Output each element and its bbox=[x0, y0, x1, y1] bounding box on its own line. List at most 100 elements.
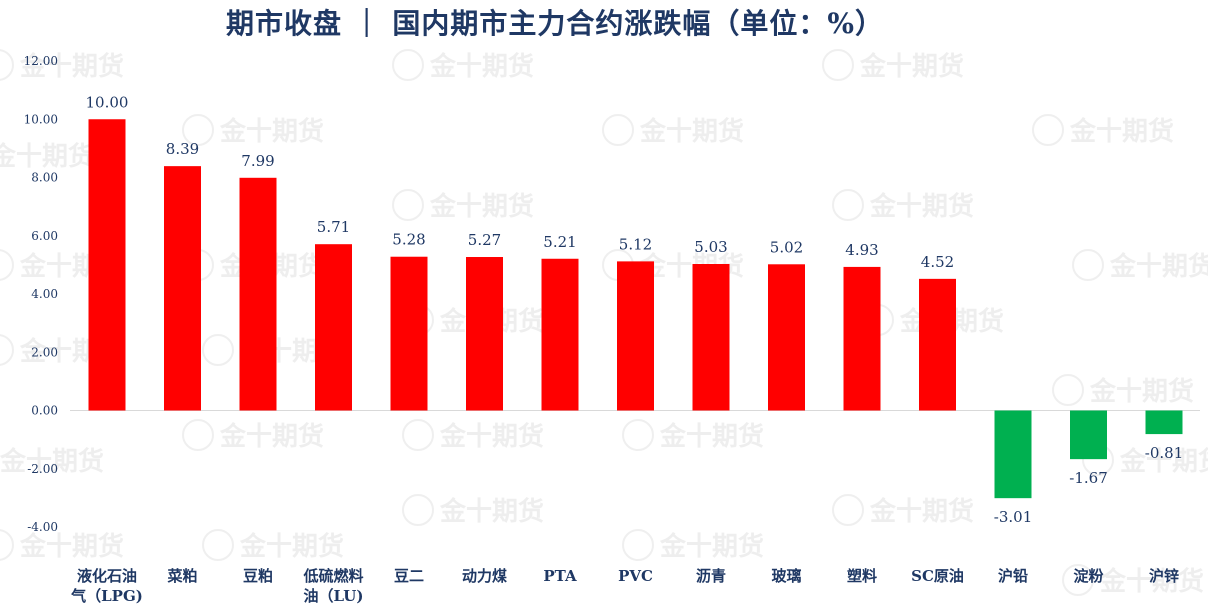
watermark-text: 金十期货 bbox=[429, 191, 534, 222]
data-label: 4.93 bbox=[845, 241, 878, 259]
watermark-logo: 金十期货 bbox=[182, 114, 324, 147]
chart-title: 期市收盘 ｜ 国内期市主力合约涨跌幅（单位：%） bbox=[225, 7, 885, 40]
watermark-logo: 金十期货 bbox=[822, 49, 964, 82]
watermark-text: 金十期货 bbox=[859, 51, 964, 82]
data-label: 5.12 bbox=[619, 235, 652, 253]
y-tick-label: 6.00 bbox=[31, 229, 58, 243]
watermark-text: 金十期货 bbox=[219, 421, 324, 452]
watermark-logo: 金十期货 bbox=[602, 114, 744, 147]
watermark-text: 金十期货 bbox=[869, 496, 974, 527]
data-label: 5.71 bbox=[317, 218, 350, 236]
bar bbox=[541, 258, 579, 411]
watermark-text: 金十期货 bbox=[19, 531, 124, 562]
watermark-text: 金十期货 bbox=[1109, 251, 1208, 282]
watermark-text: 金十期货 bbox=[429, 51, 534, 82]
category-label: 液化石油 bbox=[77, 567, 137, 585]
bar bbox=[88, 119, 126, 411]
data-label-layer: 10.00 8.39 7.99 5.71 5.28 5.27 5.21 5.12 5.03 5.0… bbox=[86, 93, 1184, 526]
watermark-text: 金十期货 bbox=[439, 496, 544, 527]
y-tick-label: 4.00 bbox=[31, 287, 58, 301]
category-label: 菜粕 bbox=[166, 567, 197, 585]
data-label: 10.00 bbox=[86, 93, 129, 111]
watermark-logo: 金十期货 bbox=[622, 419, 764, 452]
category-label: 沥青 bbox=[696, 567, 726, 585]
watermark-text: 金十期货 bbox=[1099, 566, 1204, 597]
category-label: 豆二 bbox=[394, 567, 424, 585]
watermark-logo: 金十期货 bbox=[1032, 114, 1174, 147]
bar bbox=[239, 177, 277, 411]
data-label: 5.02 bbox=[770, 238, 803, 256]
data-label: 5.28 bbox=[392, 231, 425, 249]
watermark-text: 金十期货 bbox=[219, 116, 324, 147]
bar bbox=[843, 266, 881, 411]
watermark-logo: 金十期货 bbox=[202, 529, 344, 562]
watermark-logo: 金十期货 bbox=[0, 141, 94, 172]
watermark-text: 金十期货 bbox=[869, 191, 974, 222]
category-label: 气（LPG) bbox=[70, 587, 143, 605]
y-tick-label: 10.00 bbox=[24, 112, 58, 126]
data-label: 5.21 bbox=[543, 233, 576, 251]
bar bbox=[315, 244, 352, 411]
category-label: SC原油 bbox=[911, 567, 964, 585]
bar bbox=[692, 264, 730, 411]
watermark-logo: 金十期货 bbox=[622, 529, 764, 562]
watermark-logo: 金十期货 bbox=[1082, 444, 1208, 477]
watermark-text: 金十期货 bbox=[639, 116, 744, 147]
watermark-text: 金十期货 bbox=[659, 421, 764, 452]
bar bbox=[164, 166, 201, 411]
watermark-text: 金十期货 bbox=[1089, 376, 1194, 407]
category-label: PVC bbox=[618, 567, 653, 585]
watermark-logo: 金十期货 bbox=[392, 189, 534, 222]
category-label: 豆粕 bbox=[243, 567, 273, 585]
watermark-logo: 金十期货 bbox=[832, 189, 974, 222]
watermark-logo: 金十期货 bbox=[832, 494, 974, 527]
category-label: PTA bbox=[543, 567, 577, 585]
watermark-logo: 金十期货 bbox=[182, 419, 324, 452]
category-label: 玻璃 bbox=[771, 567, 801, 585]
data-label: 8.39 bbox=[166, 140, 199, 158]
watermark-text: 金十期货 bbox=[239, 531, 344, 562]
watermark-logo: 金十期货 bbox=[402, 494, 544, 527]
y-tick-label: -2.00 bbox=[27, 462, 58, 476]
watermark-text: 金十期货 bbox=[659, 531, 764, 562]
category-label: 油（LU) bbox=[304, 587, 364, 605]
bar bbox=[768, 264, 805, 411]
y-tick-label: 2.00 bbox=[31, 345, 58, 359]
data-label: 7.99 bbox=[241, 152, 274, 170]
watermark-logo: 金十期货 bbox=[392, 49, 534, 82]
y-tick-label: -4.00 bbox=[27, 520, 58, 534]
watermark-text: 金十期货 bbox=[0, 141, 94, 172]
category-label: 塑料 bbox=[847, 567, 877, 585]
watermark-logo: 金十期货 bbox=[0, 529, 124, 562]
watermark-logo: 金十期货 bbox=[1052, 374, 1194, 407]
bar bbox=[1070, 410, 1107, 460]
watermark-logo: 金十期货 bbox=[1072, 249, 1208, 282]
bar bbox=[994, 410, 1032, 499]
y-tick-label: 8.00 bbox=[31, 171, 58, 185]
data-label: -0.81 bbox=[1145, 444, 1183, 462]
bar bbox=[617, 261, 654, 411]
bar bbox=[466, 257, 503, 411]
data-label: 5.03 bbox=[694, 238, 727, 256]
category-label: 低硫燃料 bbox=[302, 567, 363, 585]
category-label: 沪铅 bbox=[998, 567, 1028, 585]
category-label: 沪锌 bbox=[1149, 567, 1179, 585]
watermark-logo: 金十期货 bbox=[0, 49, 124, 82]
watermark-logo: 金十期货 bbox=[1062, 564, 1204, 597]
watermark-text: 金十期货 bbox=[0, 446, 104, 477]
watermark-logo: 金十期货 bbox=[402, 419, 544, 452]
watermark-text: 金十期货 bbox=[1119, 446, 1208, 477]
data-label: 4.52 bbox=[921, 253, 954, 271]
category-label: 淀粉 bbox=[1073, 567, 1103, 585]
y-tick-label: 12.00 bbox=[24, 54, 58, 68]
category-label: 动力煤 bbox=[462, 567, 507, 585]
watermark-logo: 金十期货 bbox=[0, 446, 104, 477]
bar bbox=[390, 256, 428, 411]
watermark-text: 金十期货 bbox=[1069, 116, 1174, 147]
data-label: 5.27 bbox=[468, 231, 501, 249]
bar bbox=[1145, 410, 1183, 435]
bar bbox=[919, 278, 956, 411]
watermark-text: 金十期货 bbox=[439, 421, 544, 452]
